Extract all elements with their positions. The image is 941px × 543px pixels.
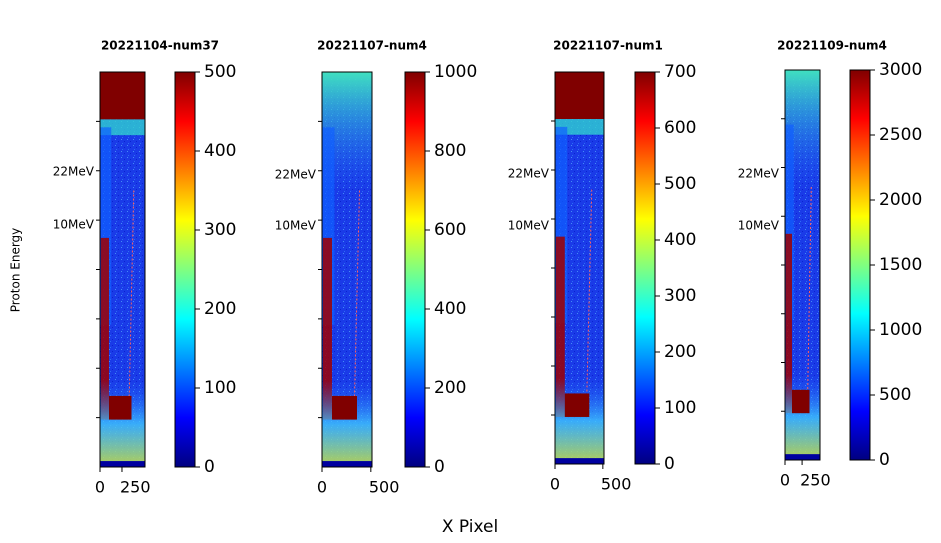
colorbar-tick-label: 2500 <box>879 125 922 145</box>
heatmap-red-strip <box>555 236 565 417</box>
x-tick-label: 500 <box>369 478 400 497</box>
heatmap-top-block <box>555 72 604 120</box>
heatmap-bottom-glow <box>555 377 604 464</box>
energy-label: 10MeV <box>508 219 550 233</box>
colorbar-tick-label: 400 <box>434 299 466 319</box>
x-tick-label: 0 <box>550 475 560 494</box>
panel-title: 20221107-num1 <box>553 39 663 53</box>
energy-label: 10MeV <box>275 219 317 233</box>
heatmap-left-strip <box>785 124 794 320</box>
panel-title: 20221107-num4 <box>317 39 427 53</box>
heatmap-bottom-block <box>332 395 357 420</box>
y-axis-label: Proton Energy <box>9 228 23 313</box>
heatmap-bottom-glow <box>322 380 372 467</box>
x-tick-label: 0 <box>317 478 327 497</box>
colorbar <box>849 69 871 461</box>
colorbar-tick-label: 200 <box>204 299 236 319</box>
heatmap-bottom-edge <box>322 461 372 467</box>
colorbar-tick-label: 200 <box>434 378 466 398</box>
x-tick-label: 500 <box>601 475 632 494</box>
heatmap-bottom-block <box>109 395 132 420</box>
colorbar <box>174 71 196 468</box>
colorbar-tick-label: 200 <box>664 342 696 362</box>
colorbar-tick-label: 500 <box>879 385 911 405</box>
colorbar <box>404 71 426 468</box>
colorbar-tick-label: 800 <box>434 141 466 161</box>
heatmap-bottom-edge <box>100 461 145 467</box>
heatmap-top-block <box>100 72 145 120</box>
colorbar-tick-label: 300 <box>204 220 236 240</box>
colorbar-tick-label: 0 <box>879 450 890 470</box>
x-axis-label: X Pixel <box>442 517 498 537</box>
colorbar-tick-label: 2000 <box>879 190 922 210</box>
energy-label: 22MeV <box>53 165 95 179</box>
heatmap-left-strip <box>100 127 112 325</box>
colorbar-tick-label: 700 <box>664 62 696 82</box>
colorbar-tick-label: 500 <box>664 174 696 194</box>
heatmap-image <box>322 72 372 467</box>
colorbar-tick-label: 300 <box>664 286 696 306</box>
heatmap-image <box>100 72 145 467</box>
colorbar-tick-label: 400 <box>204 141 236 161</box>
energy-label: 22MeV <box>738 167 780 181</box>
colorbar-tick-label: 1000 <box>879 320 922 340</box>
colorbar <box>634 71 656 465</box>
heatmap-image <box>555 72 604 464</box>
colorbar-tick-label: 600 <box>434 220 466 240</box>
x-tick-label: 250 <box>120 478 151 497</box>
energy-label: 10MeV <box>53 218 95 232</box>
colorbar-tick-label: 0 <box>204 457 215 477</box>
energy-label: 22MeV <box>275 168 317 182</box>
colorbar-tick-label: 0 <box>434 457 445 477</box>
panel-title: 20221109-num4 <box>777 39 887 53</box>
colorbar-tick-label: 500 <box>204 62 236 82</box>
heatmap-bottom-edge <box>785 454 820 460</box>
heatmap-bottom-edge <box>555 458 604 464</box>
heatmap-bottom-block <box>792 389 810 414</box>
x-tick-label: 250 <box>800 471 831 490</box>
x-tick-label: 0 <box>95 478 105 497</box>
colorbar-tick-label: 100 <box>664 398 696 418</box>
guide-line <box>807 186 812 390</box>
heatmap-bottom-glow <box>785 374 820 460</box>
heatmap-red-strip <box>323 237 332 420</box>
colorbar-tick-label: 3000 <box>879 60 922 80</box>
heatmap-red-strip <box>785 233 792 414</box>
heatmap-bottom-block <box>564 393 590 417</box>
energy-label: 22MeV <box>508 167 550 181</box>
colorbar-tick-label: 1500 <box>879 255 922 275</box>
colorbar-tick-label: 600 <box>664 118 696 138</box>
x-tick-label: 0 <box>780 471 790 490</box>
guide-line <box>586 189 593 394</box>
heatmap-bottom-glow <box>100 380 145 467</box>
heatmap-image <box>785 70 820 460</box>
colorbar-tick-label: 400 <box>664 230 696 250</box>
panel-title: 20221104-num37 <box>101 39 219 53</box>
heatmap-red-strip <box>100 237 109 420</box>
colorbar-tick-label: 0 <box>664 454 675 474</box>
energy-label: 10MeV <box>738 219 780 233</box>
colorbar-tick-label: 1000 <box>434 62 477 82</box>
colorbar-tick-label: 100 <box>204 378 236 398</box>
